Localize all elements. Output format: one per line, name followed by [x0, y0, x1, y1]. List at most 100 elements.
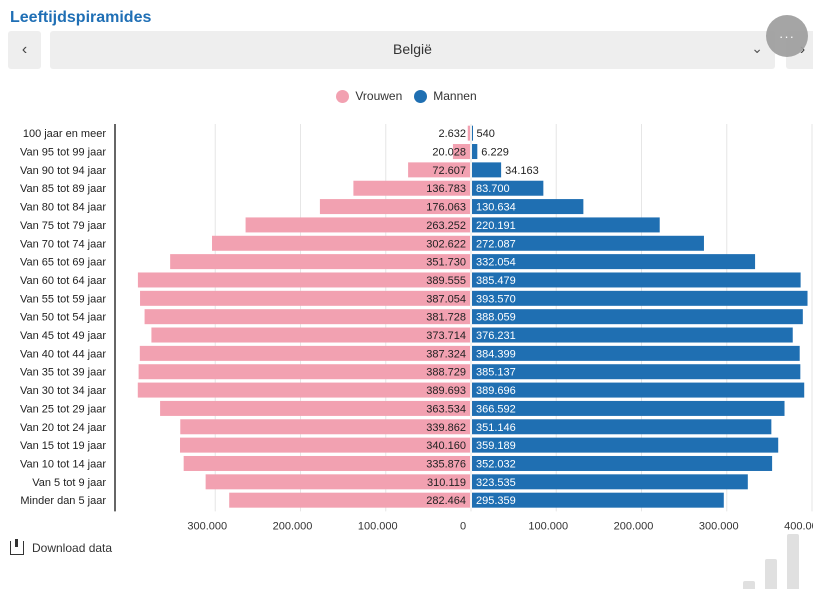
- bar-men[interactable]: [472, 254, 756, 270]
- bar-chart-watermark-icon: [743, 529, 803, 589]
- category-label: Van 25 tot 29 jaar: [20, 403, 106, 415]
- category-label: Van 70 tot 74 jaar: [20, 238, 106, 250]
- category-label: Van 90 tot 94 jaar: [20, 165, 106, 177]
- data-label-men: 295.359: [476, 495, 516, 507]
- category-label: Van 40 tot 44 jaar: [20, 348, 106, 360]
- bar-men[interactable]: [472, 474, 748, 490]
- data-label-women: 20.028: [432, 147, 466, 159]
- chevron-down-icon: ⌄: [751, 40, 763, 56]
- data-label-women: 388.729: [426, 367, 466, 379]
- data-label-women: 363.534: [426, 403, 466, 415]
- bar-men[interactable]: [472, 345, 800, 361]
- data-label-women: 381.728: [426, 312, 466, 324]
- category-label: Van 55 tot 59 jaar: [20, 293, 106, 305]
- bar-men[interactable]: [472, 272, 801, 288]
- data-label-men: 332.054: [476, 257, 516, 269]
- data-label-men: 376.231: [476, 330, 516, 342]
- bar-women[interactable]: [140, 290, 470, 306]
- bar-men[interactable]: [472, 199, 584, 215]
- category-label: Van 15 tot 19 jaar: [20, 440, 106, 452]
- x-tick-label: 100.000: [358, 520, 398, 532]
- bar-men[interactable]: [472, 144, 478, 160]
- x-tick-label: 100.000: [528, 520, 568, 532]
- bar-men[interactable]: [472, 419, 772, 435]
- data-label-women: 282.464: [426, 495, 466, 507]
- data-label-women: 72.607: [432, 165, 466, 177]
- bar-men[interactable]: [472, 235, 704, 251]
- download-icon: [10, 539, 24, 555]
- bar-women[interactable]: [467, 125, 470, 141]
- legend-item-women[interactable]: Vrouwen: [336, 89, 402, 103]
- data-label-men: 366.592: [476, 403, 516, 415]
- download-data-button[interactable]: Download data: [10, 539, 113, 555]
- country-select[interactable]: België ⌄: [50, 31, 775, 69]
- bar-women[interactable]: [408, 162, 470, 178]
- more-options-button[interactable]: ···: [766, 15, 808, 57]
- x-tick-label: 400.000: [784, 520, 813, 532]
- category-label: Van 20 tot 24 jaar: [20, 422, 106, 434]
- x-tick-label: 0: [460, 520, 466, 532]
- data-label-women: 310.119: [427, 477, 466, 489]
- download-label: Download data: [32, 541, 113, 555]
- data-label-men: 83.700: [476, 183, 510, 195]
- bar-women[interactable]: [160, 400, 470, 416]
- bar-women[interactable]: [138, 364, 470, 380]
- bar-women[interactable]: [183, 455, 470, 471]
- legend-item-men[interactable]: Mannen: [414, 89, 477, 103]
- bar-women[interactable]: [452, 144, 470, 160]
- data-label-women: 335.876: [426, 458, 466, 470]
- bar-men[interactable]: [472, 364, 801, 380]
- bar-women[interactable]: [212, 235, 470, 251]
- bar-men[interactable]: [472, 162, 502, 178]
- bar-men[interactable]: [472, 290, 808, 306]
- bar-women[interactable]: [180, 419, 470, 435]
- more-icon: ···: [779, 28, 795, 44]
- bar-men[interactable]: [472, 125, 473, 141]
- x-tick-label: 200.000: [614, 520, 654, 532]
- bar-women[interactable]: [245, 217, 470, 233]
- data-label-men: 34.163: [505, 165, 539, 177]
- data-label-men: 323.535: [476, 477, 516, 489]
- data-label-women: 176.063: [426, 202, 466, 214]
- bar-women[interactable]: [137, 272, 470, 288]
- page-title: Leeftijdspiramides: [10, 9, 152, 26]
- data-label-women: 2.632: [438, 128, 466, 140]
- bar-men[interactable]: [472, 437, 779, 453]
- bar-men[interactable]: [472, 492, 724, 508]
- bar-women[interactable]: [205, 474, 471, 490]
- data-label-women: 351.730: [426, 257, 466, 269]
- bar-men[interactable]: [472, 455, 773, 471]
- population-pyramid-chart: 100 jaar en meer 2.632 540 Van 95 tot 99 ja…: [20, 124, 813, 532]
- bar-women[interactable]: [144, 309, 470, 325]
- bar-women[interactable]: [319, 199, 470, 215]
- bar-women[interactable]: [139, 345, 471, 361]
- chart-legend: Vrouwen Mannen: [0, 89, 813, 103]
- data-label-women: 373.714: [426, 330, 466, 342]
- category-label: Van 65 tot 69 jaar: [20, 257, 106, 269]
- bar-men[interactable]: [472, 327, 793, 343]
- data-label-men: 6.229: [481, 147, 509, 159]
- selected-country: België: [393, 41, 432, 57]
- legend-label-men: Mannen: [433, 89, 477, 103]
- bar-women[interactable]: [180, 437, 470, 453]
- data-label-men: 130.634: [476, 202, 516, 214]
- bar-men[interactable]: [472, 309, 803, 325]
- bar-men[interactable]: [472, 382, 805, 398]
- bar-men[interactable]: [472, 180, 544, 196]
- bar-women[interactable]: [137, 382, 470, 398]
- data-label-men: 352.032: [476, 458, 516, 470]
- previous-button[interactable]: ‹: [8, 31, 41, 69]
- data-label-women: 263.252: [426, 220, 466, 232]
- bar-men[interactable]: [472, 217, 660, 233]
- bar-women[interactable]: [353, 180, 470, 196]
- category-label: Van 30 tot 34 jaar: [20, 385, 106, 397]
- bar-women[interactable]: [229, 492, 470, 508]
- bar-men[interactable]: [472, 400, 785, 416]
- data-label-men: 393.570: [476, 293, 516, 305]
- category-label: Van 35 tot 39 jaar: [20, 367, 106, 379]
- bar-women[interactable]: [170, 254, 470, 270]
- bar-women[interactable]: [151, 327, 470, 343]
- country-navigation: ‹ België ⌄ ›: [8, 31, 813, 69]
- x-tick-label: 300.000: [699, 520, 739, 532]
- chevron-left-icon: ‹: [21, 41, 28, 58]
